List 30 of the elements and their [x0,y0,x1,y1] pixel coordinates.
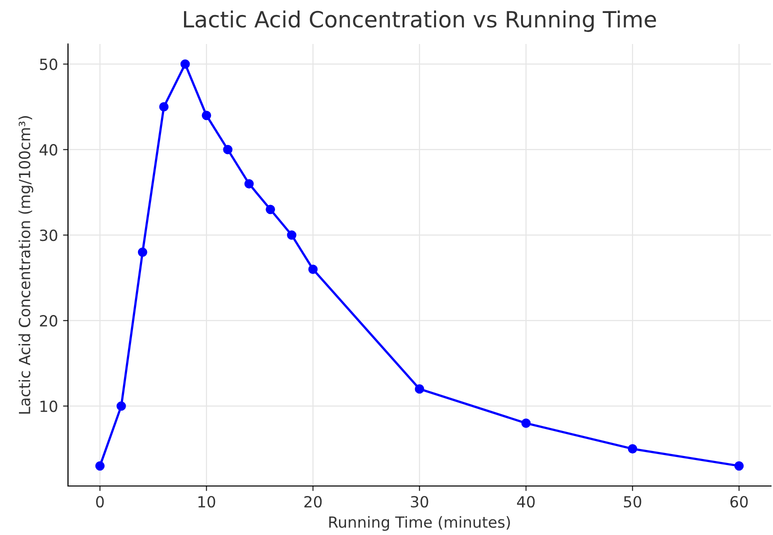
x-axis-title: Running Time (minutes) [329,516,510,531]
y-tick-label: 10 [40,400,58,412]
x-tick-label: 20 [304,496,322,508]
point [266,204,276,214]
y-tick-label: 40 [40,144,58,156]
x-tick-label: 10 [198,496,216,508]
x-tick-label: 60 [730,496,748,508]
point [308,264,318,274]
point [202,110,212,120]
y-tick-label: 20 [40,315,58,327]
x-tick-label: 0 [96,496,104,508]
x-tick-label: 50 [624,496,642,508]
point [286,230,296,240]
point [138,247,148,257]
y-tick-label: 30 [40,230,58,242]
y-axis-title: Lactic Acid Concentration (mg/100cm³) [18,116,34,414]
point [734,461,744,471]
point [95,461,105,471]
y-tick-label: 50 [40,58,58,70]
point [628,444,638,454]
point [521,418,531,428]
point [159,102,169,112]
point [223,144,232,154]
chart-title: Lactic Acid Concentration vs Running Time [184,10,656,32]
x-tick-label: 40 [517,496,535,508]
point [180,59,190,69]
x-tick-label: 30 [410,496,428,508]
point [116,401,126,411]
point [414,384,424,394]
point [244,179,254,188]
